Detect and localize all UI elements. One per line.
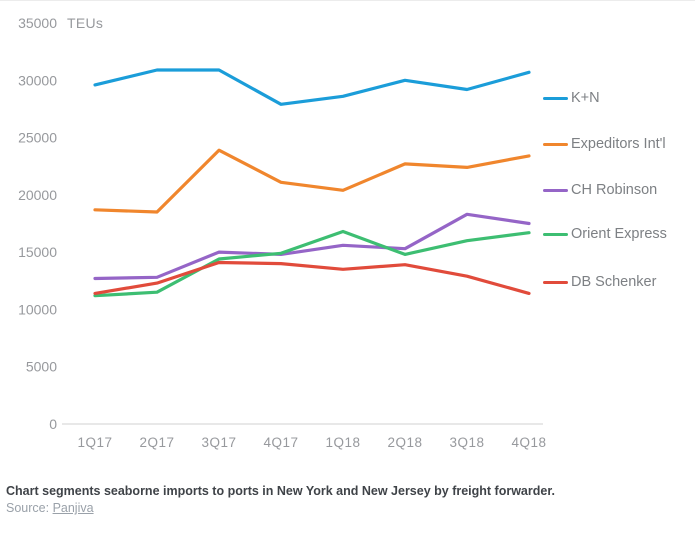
x-tick-label-2Q18: 2Q18 <box>387 435 422 450</box>
series-line-db-schenker <box>93 260 531 295</box>
x-tick-label-3Q17: 3Q17 <box>201 435 236 450</box>
legend-label-ch-robinson: CH Robinson <box>571 182 658 198</box>
chart-caption: Chart segments seaborne imports to ports… <box>6 484 555 498</box>
legend-item-db-schenker: DB Schenker <box>543 272 656 292</box>
legend-label-expeditors: Expeditors Int'l <box>571 136 666 152</box>
x-tick-label-1Q17: 1Q17 <box>77 435 112 450</box>
x-tick-label-3Q18: 3Q18 <box>449 435 484 450</box>
legend-swatch-kn <box>543 96 568 100</box>
source-prefix: Source: <box>6 501 53 515</box>
series-line-orient-express <box>93 229 531 298</box>
legend-label-orient-express: Orient Express <box>571 226 667 242</box>
legend-swatch-db-schenker <box>543 280 568 284</box>
y-tick-label-30000: 30000 <box>18 72 57 88</box>
y-axis-unit-label: TEUs <box>67 15 104 31</box>
y-tick-label-0: 0 <box>49 416 57 432</box>
legend-label-db-schenker: DB Schenker <box>571 274 657 290</box>
series-line-ch-robinson <box>93 212 531 281</box>
legend-item-orient-express: Orient Express <box>543 224 667 244</box>
legend-swatch-ch-robinson <box>543 188 568 192</box>
legend-swatch-orient-express <box>543 232 568 236</box>
legend-swatch-expeditors <box>543 142 568 146</box>
y-tick-label-25000: 25000 <box>18 130 57 146</box>
series-line-expeditors-int-l <box>93 148 531 214</box>
y-tick-label-35000: 35000 <box>18 15 57 31</box>
series-line-k-n <box>93 68 531 106</box>
y-tick-label-20000: 20000 <box>18 187 57 203</box>
x-tick-label-1Q18: 1Q18 <box>325 435 360 450</box>
source-link[interactable]: Panjiva <box>52 501 94 515</box>
source-line: Source: Panjiva <box>6 501 94 515</box>
y-tick-label-15000: 15000 <box>18 244 57 260</box>
y-tick-label-10000: 10000 <box>18 301 57 317</box>
legend-item-kn: K+N <box>543 88 600 108</box>
x-tick-label-4Q17: 4Q17 <box>263 435 298 450</box>
legend-item-ch-robinson: CH Robinson <box>543 180 657 200</box>
y-tick-label-5000: 5000 <box>26 359 57 375</box>
legend-label-kn: K+N <box>571 90 600 106</box>
legend-item-expeditors: Expeditors Int'l <box>543 134 666 154</box>
chart-plot-area: 0 5000 10000 15000 20000 25000 30000 35000 1Q17 2… <box>18 15 546 450</box>
x-tick-label-4Q18: 4Q18 <box>511 435 546 450</box>
x-tick-label-2Q17: 2Q17 <box>139 435 174 450</box>
